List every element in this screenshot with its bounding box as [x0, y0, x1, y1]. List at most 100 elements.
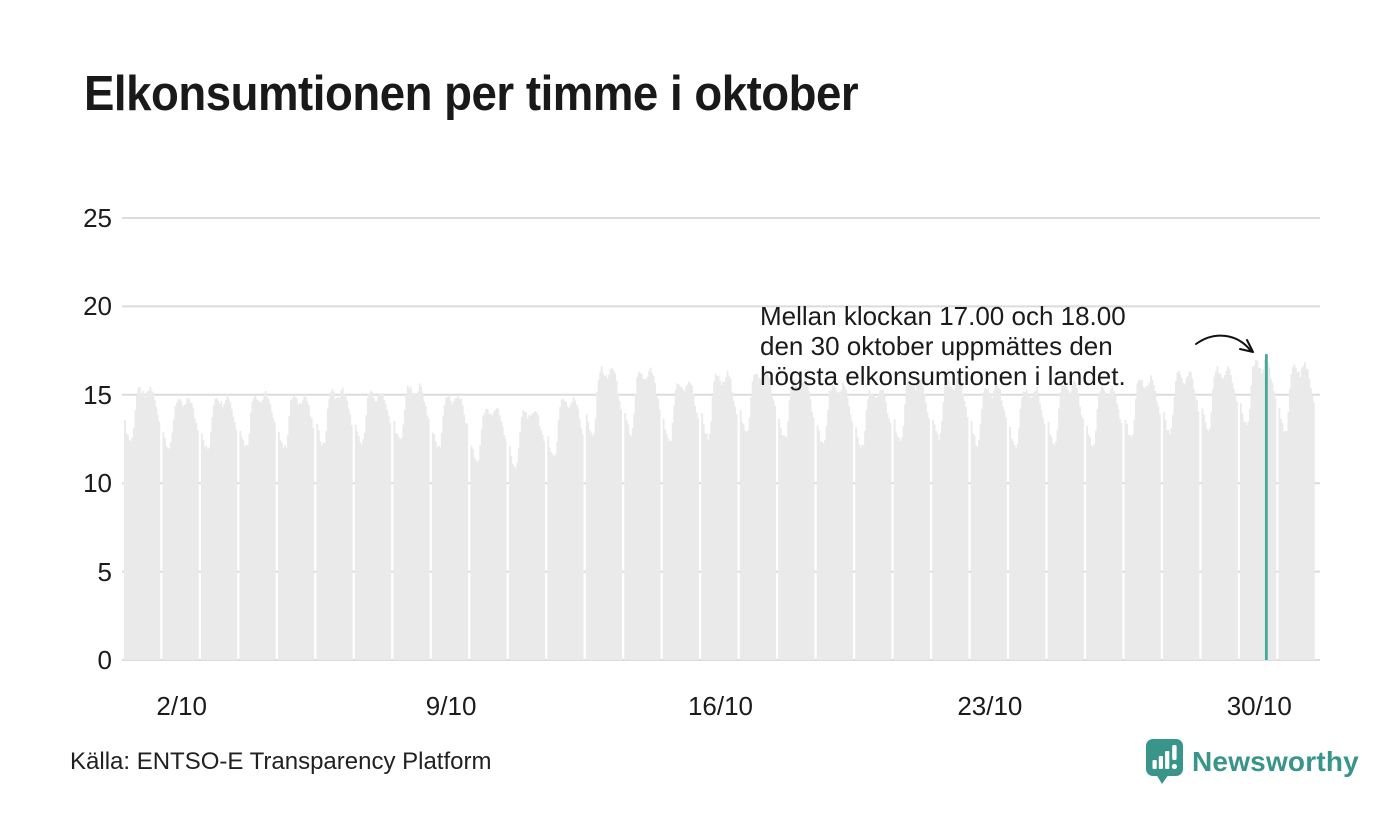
consumption-bar	[439, 447, 442, 660]
consumption-bar	[636, 376, 639, 660]
consumption-bar	[403, 409, 406, 660]
consumption-bar	[625, 420, 628, 660]
consumption-bar	[1151, 380, 1154, 660]
consumption-bar	[922, 385, 924, 660]
consumption-bar	[243, 446, 246, 660]
consumption-bar	[732, 400, 735, 660]
y-tick-label: 20	[83, 291, 112, 322]
consumption-bar	[757, 377, 760, 660]
consumption-bar	[169, 442, 172, 660]
consumption-bar	[560, 399, 563, 660]
consumption-bar	[596, 391, 599, 660]
consumption-bar	[399, 438, 402, 660]
consumption-bar	[514, 468, 517, 660]
consumption-bar	[445, 397, 448, 660]
consumption-bar	[141, 390, 144, 660]
consumption-bar	[987, 389, 989, 660]
consumption-bar	[408, 388, 411, 660]
consumption-bar	[1246, 425, 1248, 660]
consumption-bar	[729, 378, 732, 660]
consumption-bar	[273, 422, 276, 660]
consumption-bar	[343, 393, 346, 660]
consumption-bar	[1294, 367, 1297, 660]
consumption-bar	[1145, 385, 1148, 660]
consumption-bar	[1129, 434, 1131, 660]
consumption-bar	[360, 444, 363, 660]
consumption-bar	[917, 381, 920, 660]
consumption-bar	[1170, 427, 1173, 660]
consumption-bar	[982, 392, 985, 660]
consumption-bar	[349, 414, 352, 660]
consumption-bar	[926, 412, 929, 660]
consumption-bar	[523, 411, 526, 660]
consumption-bar	[1158, 414, 1161, 660]
consumption-bar	[673, 405, 676, 660]
consumption-bar	[643, 378, 646, 660]
consumption-bar	[1293, 364, 1296, 660]
consumption-bar	[350, 425, 353, 660]
consumption-bar	[1111, 386, 1114, 660]
consumption-bar	[1244, 422, 1247, 660]
consumption-bar	[144, 397, 147, 660]
consumption-bar	[252, 398, 255, 660]
consumption-bar	[627, 424, 630, 660]
consumption-bar	[1302, 366, 1305, 660]
consumption-bar	[876, 397, 878, 660]
consumption-bar	[421, 392, 424, 660]
consumption-bar	[1047, 421, 1050, 660]
consumption-bar	[541, 435, 544, 660]
consumption-bar	[218, 404, 221, 660]
newsworthy-logo[interactable]: Newsworthy	[1146, 739, 1359, 784]
consumption-bar	[1166, 430, 1168, 660]
consumption-bar	[790, 386, 793, 660]
consumption-bar	[341, 387, 344, 660]
consumption-bar	[975, 445, 977, 660]
consumption-bar	[1175, 381, 1177, 660]
consumption-bar	[649, 367, 652, 660]
consumption-bar	[371, 392, 374, 660]
chart-title: Elkonsumtionen per timme i oktober	[84, 67, 859, 121]
consumption-bar	[1213, 376, 1216, 660]
consumption-bar	[781, 434, 784, 660]
consumption-bar	[323, 442, 326, 660]
consumption-bar	[845, 389, 847, 660]
curved-arrow-icon	[1195, 334, 1252, 352]
consumption-bar	[1053, 445, 1056, 660]
consumption-bar	[1074, 382, 1077, 660]
consumption-bar	[312, 428, 315, 660]
consumption-bar	[711, 396, 714, 660]
consumption-bar	[620, 409, 623, 660]
consumption-bar	[1120, 423, 1123, 660]
consumption-bar	[325, 430, 328, 660]
consumption-bar	[480, 429, 483, 660]
consumption-bar	[1215, 371, 1217, 660]
consumption-bar	[791, 381, 794, 660]
consumption-bar	[1092, 446, 1094, 660]
consumption-bar	[591, 435, 594, 660]
curved-arrow-head	[1239, 339, 1254, 353]
consumption-bar	[707, 439, 710, 660]
consumption-bar	[291, 398, 294, 660]
consumption-bar	[307, 404, 310, 660]
consumption-bar	[877, 394, 880, 660]
peak-annotation: Mellan klockan 17.00 och 18.00 den 30 ok…	[760, 301, 1126, 391]
consumption-bar	[956, 377, 958, 660]
consumption-bar	[229, 402, 232, 660]
consumption-bar	[599, 371, 602, 660]
consumption-bar	[1163, 412, 1165, 660]
consumption-bar	[674, 389, 677, 660]
consumption-bar	[1139, 380, 1142, 660]
consumption-bar	[340, 390, 343, 660]
y-tick-label: 5	[97, 556, 112, 587]
consumption-bar	[1067, 390, 1069, 660]
consumption-bar	[670, 440, 673, 660]
newsworthy-logo-icon	[1146, 739, 1183, 784]
consumption-bar	[1283, 431, 1285, 660]
consumption-bar	[1049, 434, 1051, 660]
consumption-bar	[1000, 400, 1003, 660]
consumption-bar	[1164, 420, 1167, 660]
consumption-bar	[1071, 383, 1074, 660]
consumption-bar	[1021, 397, 1023, 660]
consumption-bar	[389, 423, 392, 660]
consumption-bar	[665, 433, 668, 660]
